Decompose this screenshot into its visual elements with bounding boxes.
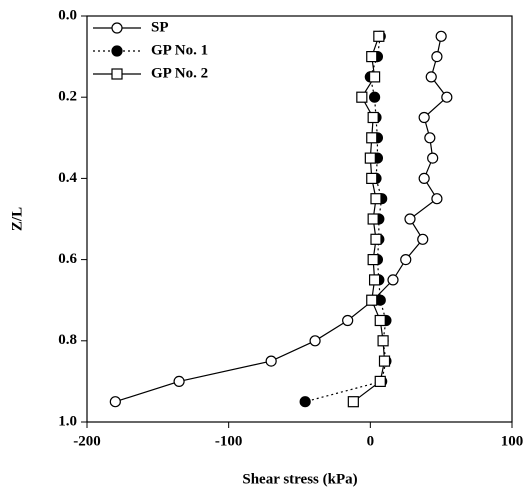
y-axis-label: Z/L	[9, 207, 25, 231]
legend-label: SP	[151, 19, 169, 35]
marker	[366, 50, 378, 63]
marker	[111, 22, 123, 34]
y-tick-label: 0.0	[58, 7, 77, 23]
x-tick-label: 100	[501, 433, 524, 449]
marker	[366, 172, 378, 184]
legend-label: GP No. 2	[151, 65, 208, 81]
x-tick-label: -100	[215, 433, 243, 449]
marker	[366, 132, 378, 144]
marker	[427, 152, 439, 164]
marker	[368, 71, 381, 83]
marker	[387, 274, 399, 286]
marker	[356, 91, 368, 103]
marker	[370, 233, 382, 245]
marker	[400, 254, 412, 266]
marker	[173, 375, 185, 387]
marker	[111, 68, 123, 80]
marker	[431, 193, 443, 205]
marker	[425, 71, 437, 83]
marker	[111, 45, 123, 57]
marker	[373, 30, 385, 42]
marker	[378, 355, 391, 367]
marker	[265, 355, 277, 367]
marker	[418, 111, 430, 124]
series-line	[115, 36, 448, 403]
marker	[309, 335, 321, 347]
marker	[109, 396, 121, 408]
y-tick-label: 0.2	[58, 89, 77, 105]
marker	[370, 193, 382, 205]
marker	[368, 274, 381, 286]
marker	[367, 213, 379, 225]
marker	[435, 30, 447, 42]
marker	[441, 91, 453, 103]
marker	[367, 111, 379, 124]
marker	[347, 396, 359, 408]
y-tick-label: 0.4	[58, 170, 77, 186]
marker	[431, 50, 443, 63]
marker	[377, 335, 389, 347]
marker	[342, 314, 354, 327]
y-tick-label: 1.0	[58, 413, 77, 429]
marker	[374, 314, 386, 327]
marker	[368, 91, 381, 103]
marker	[299, 396, 311, 408]
marker	[364, 152, 376, 164]
plot-frame	[86, 15, 513, 423]
marker	[366, 294, 378, 306]
marker	[374, 375, 386, 387]
marker	[418, 172, 430, 184]
x-tick-label: -200	[73, 433, 101, 449]
y-tick-label: 0.8	[58, 332, 77, 348]
x-axis-label: Shear stress (kPa)	[242, 471, 357, 487]
marker	[417, 233, 429, 245]
marker	[367, 254, 379, 266]
marker	[404, 213, 416, 225]
x-tick-label: 0	[367, 433, 375, 449]
y-tick-label: 0.6	[58, 251, 77, 267]
legend-label: GP No. 1	[151, 42, 208, 58]
marker	[424, 132, 436, 144]
